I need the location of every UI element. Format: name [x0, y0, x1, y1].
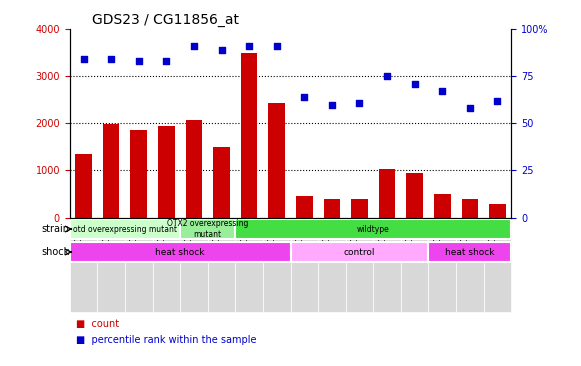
Bar	[76, 154, 92, 217]
Bar	[158, 126, 175, 217]
Point	[327, 102, 336, 108]
FancyBboxPatch shape	[374, 217, 401, 311]
Text: otd overexpressing mutant: otd overexpressing mutant	[73, 224, 177, 234]
Point	[300, 94, 309, 100]
FancyBboxPatch shape	[290, 242, 429, 262]
Text: shock: shock	[41, 247, 70, 257]
FancyBboxPatch shape	[484, 217, 511, 311]
Bar	[103, 124, 120, 217]
Bar	[131, 130, 147, 217]
FancyBboxPatch shape	[235, 219, 511, 239]
FancyBboxPatch shape	[125, 217, 152, 311]
FancyBboxPatch shape	[318, 217, 346, 311]
Point	[217, 47, 226, 53]
Bar	[434, 194, 451, 217]
Bar	[489, 204, 505, 217]
FancyBboxPatch shape	[152, 217, 180, 311]
Point	[493, 98, 502, 104]
FancyBboxPatch shape	[346, 217, 374, 311]
FancyBboxPatch shape	[429, 217, 456, 311]
FancyBboxPatch shape	[401, 217, 429, 311]
FancyBboxPatch shape	[70, 219, 180, 239]
Point	[79, 56, 88, 62]
FancyBboxPatch shape	[235, 217, 263, 311]
FancyBboxPatch shape	[180, 217, 208, 311]
Point	[355, 100, 364, 106]
FancyBboxPatch shape	[290, 217, 318, 311]
Point	[106, 56, 116, 62]
Bar	[296, 196, 313, 217]
Bar	[462, 199, 478, 217]
FancyBboxPatch shape	[263, 217, 290, 311]
Point	[410, 81, 419, 87]
Bar	[213, 147, 230, 217]
FancyBboxPatch shape	[70, 217, 98, 311]
Point	[245, 43, 254, 49]
Point	[437, 89, 447, 94]
Text: ■  percentile rank within the sample: ■ percentile rank within the sample	[76, 335, 256, 346]
Point	[189, 43, 199, 49]
Text: strain: strain	[42, 224, 70, 234]
Bar	[241, 53, 257, 217]
Text: ■  count: ■ count	[76, 319, 119, 329]
Point	[134, 58, 144, 64]
Text: wildtype: wildtype	[357, 224, 390, 234]
Text: OTX2 overexpressing
mutant: OTX2 overexpressing mutant	[167, 219, 249, 239]
Point	[465, 105, 475, 111]
Point	[382, 74, 392, 79]
FancyBboxPatch shape	[456, 217, 484, 311]
Bar	[379, 169, 395, 217]
Text: heat shock: heat shock	[445, 247, 494, 257]
Bar	[407, 173, 423, 217]
FancyBboxPatch shape	[208, 217, 235, 311]
FancyBboxPatch shape	[98, 217, 125, 311]
Bar	[324, 199, 340, 217]
Point	[272, 43, 281, 49]
Bar	[186, 120, 202, 217]
Bar	[352, 199, 368, 217]
Text: heat shock: heat shock	[155, 247, 205, 257]
Text: GDS23 / CG11856_at: GDS23 / CG11856_at	[92, 13, 239, 27]
FancyBboxPatch shape	[70, 242, 290, 262]
Point	[162, 58, 171, 64]
FancyBboxPatch shape	[180, 219, 235, 239]
Bar	[268, 103, 285, 217]
FancyBboxPatch shape	[429, 242, 511, 262]
Text: control: control	[344, 247, 375, 257]
